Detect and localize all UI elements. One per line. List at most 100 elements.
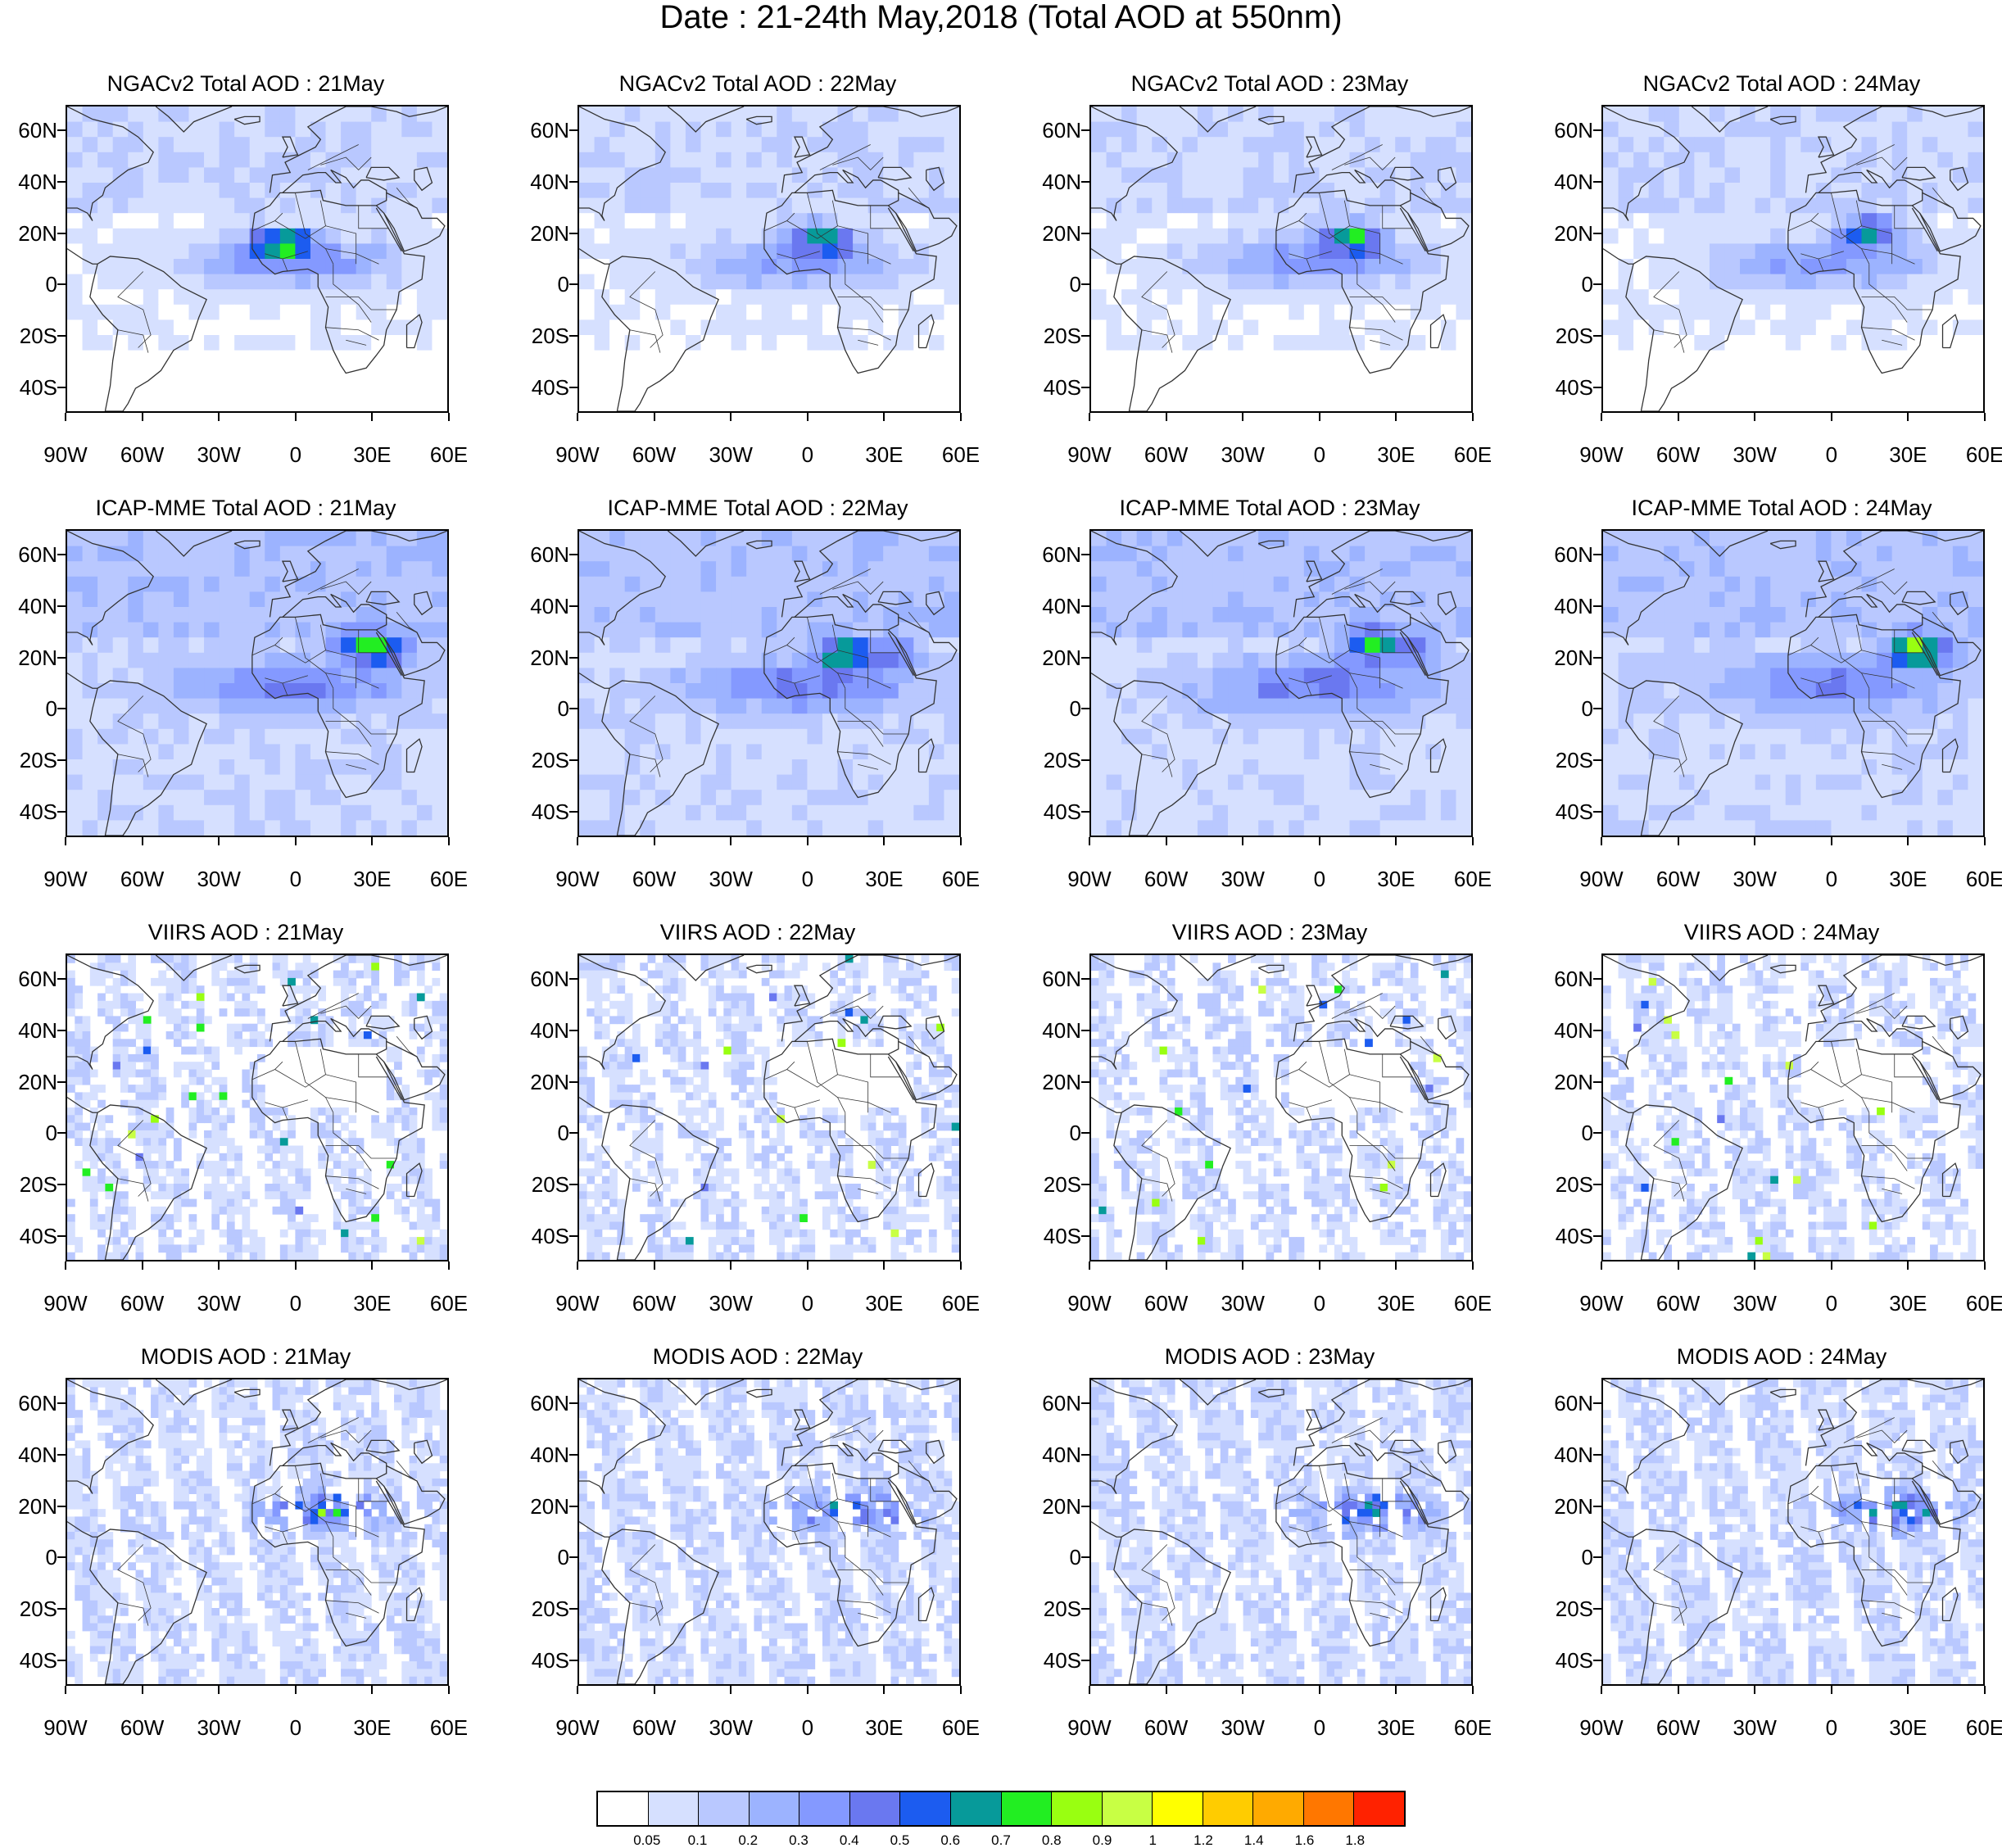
colorbar-swatch	[799, 1792, 850, 1825]
lat-tick	[569, 1402, 578, 1404]
lon-tick	[1754, 1686, 1755, 1694]
lon-tick-label: 60E	[924, 444, 998, 465]
lon-tick	[295, 413, 297, 421]
lat-tick	[57, 233, 66, 234]
lat-tick-label: 40S	[1542, 801, 1593, 822]
lat-tick-label: 40S	[1542, 1650, 1593, 1671]
lon-tick	[65, 1261, 66, 1270]
colorbar-swatch	[1103, 1792, 1153, 1825]
lat-tick-label: 60N	[1030, 1393, 1081, 1414]
lat-tick	[1593, 387, 1601, 388]
panel-title: ICAP-MME Total AOD : 24May	[1552, 495, 2002, 521]
lon-tick-label: 30E	[1359, 444, 1433, 465]
lon-tick	[654, 413, 655, 421]
lon-tick	[1678, 1686, 1679, 1694]
lon-tick-label: 90W	[1053, 444, 1126, 465]
aod-map	[579, 106, 959, 411]
lon-tick-label: 30W	[1718, 1293, 1791, 1314]
lat-tick	[1593, 1184, 1601, 1185]
lat-tick-label: 20N	[1030, 223, 1081, 244]
lat-tick	[1593, 605, 1601, 607]
lon-tick	[65, 413, 66, 421]
lat-tick	[57, 129, 66, 131]
lon-tick	[960, 413, 962, 421]
lat-tick	[1081, 554, 1089, 555]
lat-tick	[1081, 811, 1089, 813]
lat-tick	[569, 233, 578, 234]
lon-tick	[1907, 837, 1909, 845]
country-border	[1307, 1107, 1311, 1121]
map-frame	[1089, 1378, 1473, 1686]
lat-tick-label: 20S	[7, 325, 57, 346]
lat-tick-label: 40N	[519, 171, 569, 192]
colorbar-label: 1	[1128, 1833, 1177, 1848]
lon-tick-label: 60E	[1436, 868, 1510, 890]
map-frame	[1089, 105, 1473, 413]
lon-tick	[1089, 1686, 1090, 1694]
lon-tick	[883, 413, 885, 421]
lon-tick	[807, 1261, 808, 1270]
lon-tick	[1984, 1686, 1986, 1694]
lat-tick-label: 20N	[519, 223, 569, 244]
lon-tick-label: 30E	[1871, 1293, 1945, 1314]
lon-tick-label: 0	[771, 1293, 845, 1314]
lat-tick	[1593, 129, 1601, 131]
lat-tick-label: 40N	[1030, 1020, 1081, 1041]
lat-tick	[1593, 335, 1601, 337]
lon-tick	[807, 413, 808, 421]
lon-tick	[218, 1261, 220, 1270]
lon-tick	[1166, 413, 1167, 421]
lat-tick-label: 40N	[7, 1444, 57, 1465]
lat-tick-label: 40S	[1542, 377, 1593, 398]
colorbar-swatch	[1354, 1792, 1404, 1825]
lon-tick-label: 0	[259, 444, 333, 465]
lat-tick-label: 60N	[519, 1393, 569, 1414]
lat-tick-label: 40S	[519, 801, 569, 822]
lat-tick-label: 20S	[519, 750, 569, 771]
aod-map	[67, 1379, 447, 1684]
lat-tick	[1593, 1235, 1601, 1237]
lon-tick	[1089, 1261, 1090, 1270]
aod-map	[1091, 955, 1471, 1260]
lat-tick-label: 20N	[1542, 223, 1593, 244]
map-frame	[1089, 529, 1473, 837]
lon-tick	[371, 1686, 373, 1694]
lat-tick-label: 20N	[519, 1496, 569, 1517]
lat-tick	[1081, 657, 1089, 659]
lat-tick-label: 20N	[1542, 647, 1593, 668]
lat-tick-label: 0	[519, 274, 569, 295]
country-border	[1856, 1049, 1891, 1113]
country-border	[275, 1070, 326, 1088]
colorbar-label: 1.4	[1230, 1833, 1279, 1848]
colorbar-swatch	[750, 1792, 800, 1825]
lon-tick-label: 60W	[1130, 1293, 1203, 1314]
lon-tick	[1472, 1261, 1474, 1270]
panel-title: NGACv2 Total AOD : 23May	[1040, 70, 1499, 97]
lat-tick	[57, 759, 66, 761]
lon-tick	[1831, 413, 1832, 421]
lon-tick	[883, 837, 885, 845]
lat-tick	[1593, 1081, 1601, 1083]
lon-tick-label: 60E	[1948, 1717, 2002, 1738]
colorbar	[596, 1791, 1406, 1827]
lon-tick	[1319, 413, 1320, 421]
lat-tick	[1593, 978, 1601, 980]
lon-tick-label: 0	[1283, 444, 1357, 465]
lon-tick-label: 30E	[847, 444, 921, 465]
lon-tick-label: 60W	[618, 444, 691, 465]
lat-tick-label: 40S	[1030, 1225, 1081, 1247]
map-frame	[1601, 953, 1985, 1261]
lat-tick-label: 40S	[519, 1650, 569, 1671]
lat-tick	[1593, 1608, 1601, 1610]
lat-tick-label: 20S	[7, 1174, 57, 1195]
lon-tick	[730, 1261, 732, 1270]
lon-tick-label: 60W	[1642, 1717, 1715, 1738]
lon-tick-label: 90W	[1053, 1293, 1126, 1314]
lat-tick	[1081, 605, 1089, 607]
lon-tick	[218, 837, 220, 845]
colorbar-label: 1.8	[1330, 1833, 1379, 1848]
